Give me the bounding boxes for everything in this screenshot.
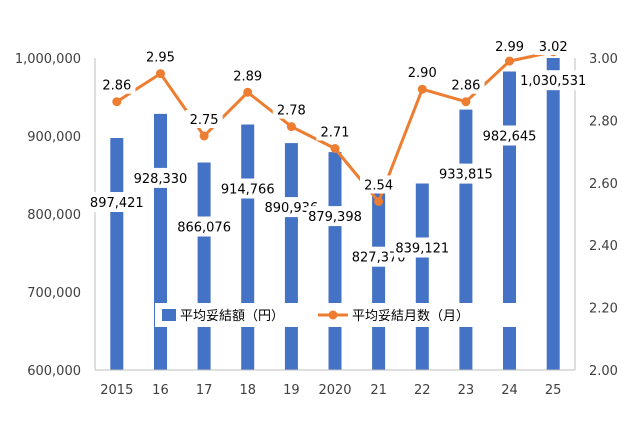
line-point-2020 [330, 144, 340, 153]
bar-24 [503, 71, 516, 370]
bar-value-label-bg [350, 246, 408, 267]
x-tick-label: 21 [370, 383, 387, 398]
line-value-label-bg [447, 75, 485, 94]
line-value-label: 2.86 [451, 79, 480, 94]
line-value-label-bg [185, 110, 223, 128]
x-tick-label: 25 [545, 383, 562, 398]
line-value-label-bg [141, 47, 180, 66]
line-value-label: 3.02 [539, 40, 568, 55]
x-tick-label: 24 [501, 383, 518, 398]
y-right-tick-label: 2.00 [589, 364, 618, 379]
x-tick-label: 18 [239, 383, 256, 398]
y-right-tick-label: 3.00 [589, 52, 618, 67]
legend-label-line: 平均妥結月数（月） [352, 309, 469, 324]
line-value-label-bg [98, 75, 136, 94]
bar-value-label-bg [262, 197, 320, 218]
bar-value-label-bg [219, 178, 277, 199]
x-tick-label: 16 [152, 383, 169, 398]
line-value-label: 2.99 [495, 40, 524, 55]
bar-value-label: 866,076 [177, 220, 231, 235]
x-tick-label: 2020 [318, 383, 351, 398]
bar-value-label: 890,936 [264, 201, 318, 216]
y-right-tick-label: 2.20 [589, 302, 618, 317]
bar-22 [415, 183, 429, 370]
legend-swatch-bar [162, 309, 176, 321]
y-left-tick-label: 1,000,000 [15, 52, 81, 67]
line-value-label: 2.54 [364, 179, 393, 194]
line-value-label-bg [490, 37, 529, 55]
line-value-label-bg [316, 122, 354, 141]
bar-value-label-bg [480, 125, 539, 146]
x-tick-label: 17 [196, 383, 213, 398]
legend-label-bar: 平均妥結額（円） [180, 309, 284, 324]
line-value-label: 2.89 [233, 69, 262, 84]
x-tick-label: 23 [458, 383, 475, 398]
line-value-label: 2.75 [190, 113, 219, 128]
y-left-tick-label: 900,000 [27, 130, 81, 145]
line-point-23 [461, 97, 471, 107]
bar-value-label: 1,030,531 [520, 74, 586, 89]
bar-19 [284, 143, 298, 370]
bar-value-label-bg [306, 206, 364, 227]
x-tick-label: 2015 [100, 383, 133, 398]
axes: 600,000 700,000 800,000 900,000 1,000,000 2.0… [15, 52, 618, 398]
bar-2015 [110, 138, 124, 370]
line-point-19 [286, 122, 296, 132]
bar-value-label-bg [88, 192, 146, 212]
bar-23 [459, 109, 473, 370]
line-value-label-bg [272, 100, 310, 119]
y-left-tick-label: 700,000 [27, 286, 81, 301]
bar-value-label: 982,645 [483, 130, 537, 145]
data-labels: 897,421 928,330 866,076 914,766 890,936879,3… [88, 37, 590, 267]
bar-value-label: 928,330 [134, 172, 188, 187]
bar-21 [372, 192, 386, 370]
line-point-17 [199, 131, 209, 141]
bar-value-label-bg [393, 237, 451, 258]
line-point-24 [505, 56, 514, 66]
line-value-label: 2.71 [321, 125, 350, 140]
line-point-18 [243, 87, 253, 97]
line-point-22 [417, 84, 427, 94]
bar-value-label-bg [175, 216, 233, 237]
y-right-tick-label: 2.40 [589, 239, 618, 254]
y-right-tick-label: 2.60 [589, 177, 618, 192]
line-value-label: 2.78 [277, 104, 306, 119]
line-point-21 [374, 197, 384, 206]
line-value-label: 2.86 [102, 79, 131, 94]
y-left-tick-label: 800,000 [27, 208, 81, 223]
bar-25 [546, 58, 560, 370]
legend-swatch-marker [328, 310, 338, 320]
bar-value-label: 827,370 [352, 251, 406, 266]
y-left-tick-label: 600,000 [27, 364, 81, 379]
bar-value-label-bg [131, 167, 190, 188]
bar-18 [241, 124, 255, 370]
line-value-label-bg [403, 63, 441, 82]
line-value-label-bg [360, 175, 398, 194]
bar-17 [197, 162, 211, 370]
bar-value-label: 839,121 [395, 241, 449, 256]
line-value-label-bg [229, 66, 267, 85]
line-value-label: 2.90 [408, 66, 437, 81]
bar-value-label-bg [437, 163, 495, 184]
x-tick-label: 22 [414, 383, 431, 398]
bar-value-label: 897,421 [90, 196, 144, 211]
bar-value-label: 914,766 [221, 182, 275, 197]
bar-value-label: 933,815 [439, 168, 493, 183]
line-value-label: 2.95 [146, 51, 175, 66]
line-point-16 [156, 69, 165, 79]
bar-value-label: 879,398 [308, 210, 362, 225]
line-point-2015 [112, 97, 122, 107]
bar-value-label-bg [517, 70, 590, 91]
bar-16 [154, 113, 167, 370]
bar-2020 [328, 152, 342, 370]
x-tick-label: 19 [283, 383, 300, 398]
legend: 平均妥結額（円） 平均妥結月数（月） [155, 303, 520, 327]
y-right-tick-label: 2.80 [589, 114, 618, 129]
line-value-label-bg [534, 37, 572, 55]
